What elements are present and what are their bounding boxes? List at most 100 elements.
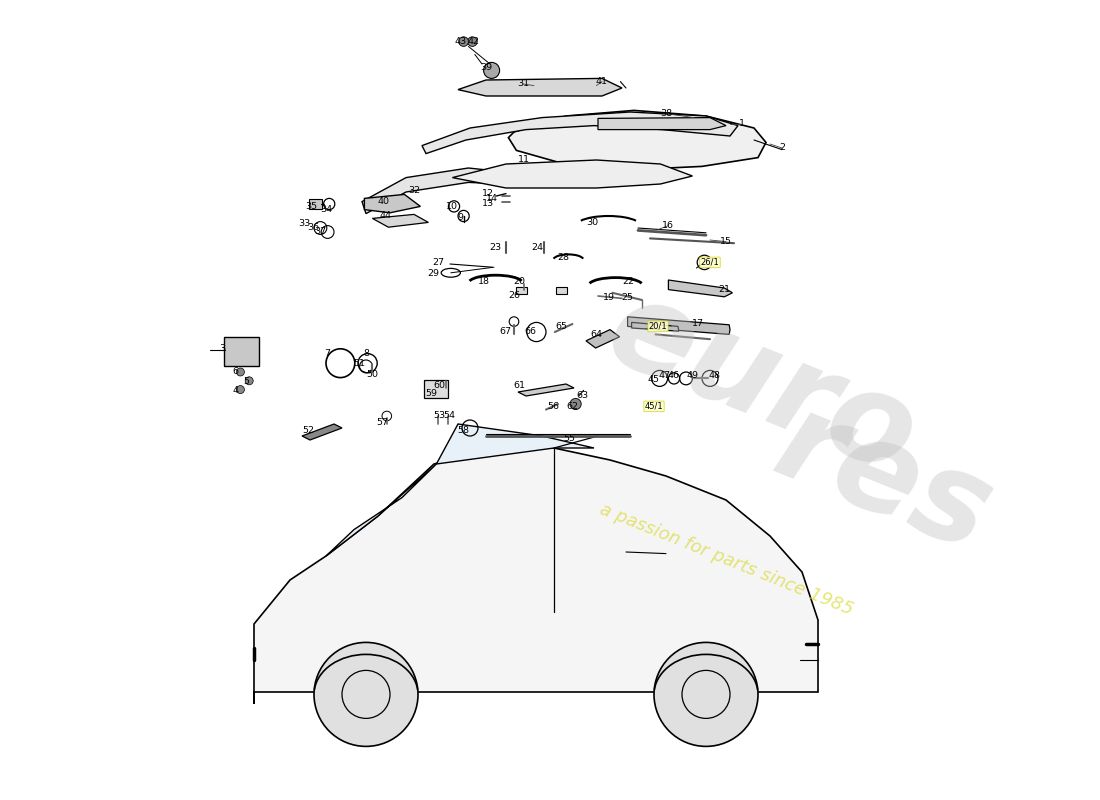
Text: 44: 44 — [379, 211, 392, 221]
Text: 16: 16 — [662, 221, 674, 230]
Text: 6: 6 — [232, 367, 239, 377]
Text: 28: 28 — [557, 253, 569, 262]
Text: 37: 37 — [315, 227, 327, 237]
Circle shape — [236, 368, 244, 376]
Text: 29: 29 — [427, 269, 439, 278]
Text: 67: 67 — [499, 327, 512, 337]
Text: 8: 8 — [363, 349, 368, 358]
Circle shape — [245, 377, 253, 385]
Text: 17: 17 — [692, 319, 704, 329]
Text: 63: 63 — [576, 391, 588, 401]
Text: 34: 34 — [320, 205, 332, 214]
Text: 45: 45 — [648, 375, 660, 385]
FancyBboxPatch shape — [556, 287, 566, 294]
Circle shape — [654, 642, 758, 746]
Text: 50: 50 — [366, 370, 378, 379]
Text: 42: 42 — [468, 37, 480, 46]
Polygon shape — [302, 424, 342, 440]
Text: 52: 52 — [302, 426, 315, 435]
Text: 27: 27 — [432, 258, 444, 267]
Text: 13: 13 — [482, 199, 494, 209]
Text: 11: 11 — [518, 155, 530, 165]
Text: euro: euro — [590, 268, 933, 500]
Text: 61: 61 — [514, 381, 526, 390]
Text: 38: 38 — [660, 109, 672, 118]
Text: 57: 57 — [376, 418, 388, 427]
Text: 31: 31 — [517, 79, 529, 89]
Text: 40: 40 — [377, 197, 389, 206]
Text: 33: 33 — [298, 219, 310, 229]
Text: 65: 65 — [556, 322, 568, 331]
Polygon shape — [364, 194, 420, 213]
Polygon shape — [452, 160, 692, 188]
Polygon shape — [598, 118, 726, 130]
Text: 24: 24 — [531, 243, 543, 253]
Text: 47: 47 — [659, 371, 670, 381]
Polygon shape — [586, 330, 619, 348]
FancyBboxPatch shape — [223, 337, 258, 366]
Text: 66: 66 — [525, 327, 537, 337]
Text: 59: 59 — [426, 389, 438, 398]
Polygon shape — [422, 112, 738, 154]
Text: 7: 7 — [324, 349, 331, 358]
Text: 30: 30 — [586, 218, 598, 227]
Text: 35: 35 — [306, 202, 318, 211]
Polygon shape — [373, 214, 428, 227]
Circle shape — [236, 386, 244, 394]
Text: 56: 56 — [547, 402, 559, 411]
Text: 41: 41 — [596, 77, 608, 86]
Text: 54: 54 — [443, 411, 455, 421]
Text: 55: 55 — [563, 434, 575, 443]
Text: 64: 64 — [591, 330, 603, 339]
Text: 10: 10 — [447, 202, 459, 211]
Text: 25: 25 — [620, 293, 632, 302]
Circle shape — [459, 37, 469, 46]
Text: 20/1: 20/1 — [649, 322, 668, 331]
Circle shape — [468, 37, 477, 46]
Text: 23: 23 — [490, 243, 502, 253]
Text: 2: 2 — [779, 143, 785, 153]
Text: 5: 5 — [243, 377, 249, 386]
Circle shape — [484, 62, 499, 78]
Text: 46: 46 — [668, 371, 680, 381]
Text: 14: 14 — [486, 194, 498, 203]
Text: 43: 43 — [454, 37, 466, 46]
Text: 12: 12 — [482, 189, 494, 198]
Text: 62: 62 — [566, 402, 579, 411]
Text: 60: 60 — [433, 381, 446, 390]
Text: 32: 32 — [408, 186, 420, 195]
Text: 49: 49 — [686, 371, 698, 381]
Polygon shape — [628, 317, 730, 334]
Text: 58: 58 — [458, 426, 470, 435]
Text: 39: 39 — [480, 63, 492, 73]
Polygon shape — [669, 280, 733, 297]
Text: 1: 1 — [739, 119, 745, 129]
Polygon shape — [437, 424, 594, 464]
Text: 45/1: 45/1 — [645, 402, 663, 411]
Text: 22: 22 — [623, 277, 635, 286]
Text: 36: 36 — [307, 223, 319, 233]
FancyBboxPatch shape — [425, 380, 448, 398]
Text: 48: 48 — [708, 371, 720, 381]
Text: 3: 3 — [219, 343, 225, 353]
Circle shape — [570, 398, 581, 410]
Text: 18: 18 — [478, 277, 491, 286]
Text: 9: 9 — [458, 213, 463, 222]
Text: a passion for parts since 1985: a passion for parts since 1985 — [596, 501, 856, 619]
FancyBboxPatch shape — [516, 287, 527, 294]
Text: 53: 53 — [433, 411, 446, 421]
Text: 4: 4 — [232, 386, 239, 395]
Text: res: res — [758, 382, 1008, 578]
FancyBboxPatch shape — [309, 199, 322, 209]
Text: 51: 51 — [353, 359, 365, 369]
Polygon shape — [362, 168, 506, 214]
Text: 21: 21 — [718, 285, 730, 294]
Circle shape — [314, 642, 418, 746]
Text: 26/1: 26/1 — [701, 258, 719, 267]
Text: 19: 19 — [603, 293, 615, 302]
Text: 15: 15 — [720, 237, 732, 246]
Text: 26: 26 — [508, 291, 520, 301]
Polygon shape — [631, 322, 679, 331]
Polygon shape — [254, 448, 818, 704]
Polygon shape — [326, 464, 437, 556]
